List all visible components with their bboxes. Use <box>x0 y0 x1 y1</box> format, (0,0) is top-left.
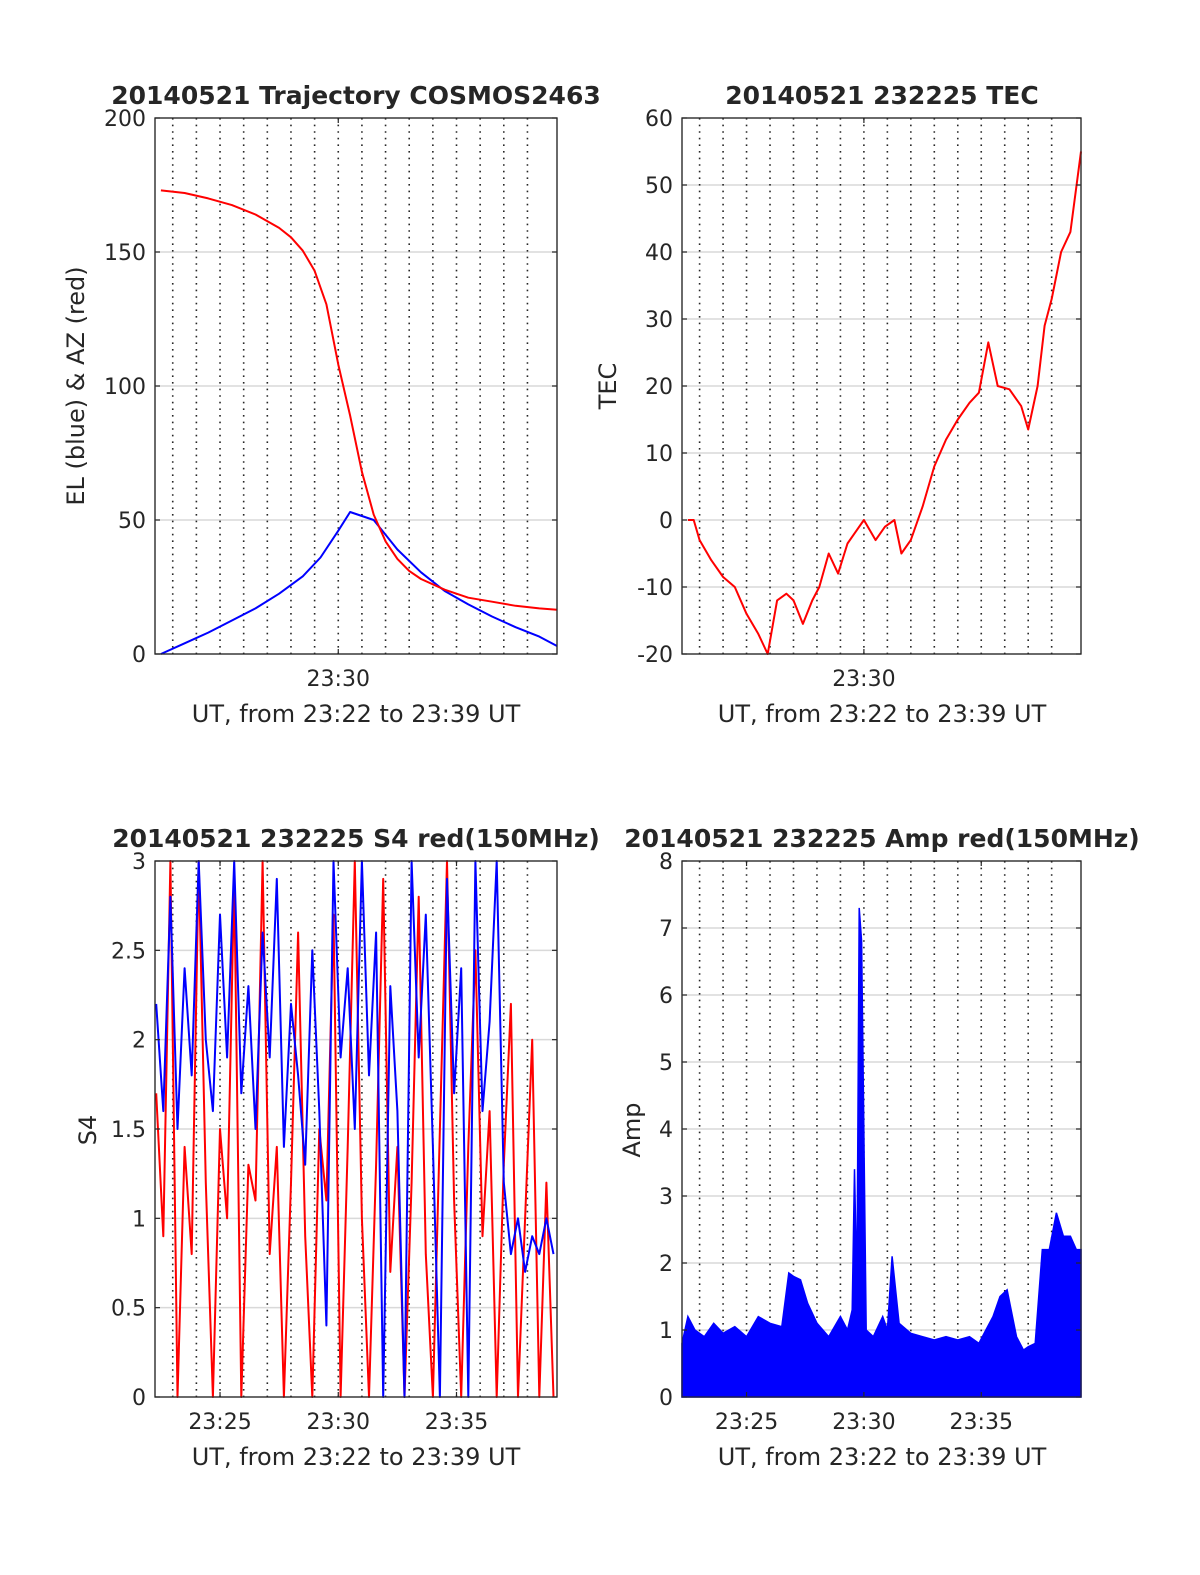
x-tick-label: 23:25 <box>715 1410 778 1435</box>
y-axis-label: S4 <box>74 1115 102 1146</box>
series-line-el <box>160 511 558 655</box>
chart-title: 20140521 232225 Amp red(150MHz) <box>624 824 1140 853</box>
y-tick-label: 1.5 <box>111 1118 146 1143</box>
panel-s4: 0 0.5 1 1.5 2 2.5 3 23:25 23:30 23:35 20140521 23… <box>74 824 600 1471</box>
chart-title: 20140521 Trajectory COSMOS2463 <box>111 81 601 110</box>
x-axis-label: UT, from 23:22 to 23:39 UT <box>192 1443 521 1471</box>
chart-title: 20140521 232225 S4 red(150MHz) <box>112 824 600 853</box>
y-tick-label: 20 <box>645 375 673 400</box>
x-axis-label: UT, from 23:22 to 23:39 UT <box>718 700 1047 728</box>
y-axis-label: Amp <box>618 1102 646 1157</box>
y-tick-label: -20 <box>637 643 673 668</box>
x-tick-label: 23:30 <box>307 667 370 692</box>
y-tick-label: 0 <box>659 509 673 534</box>
y-tick-label: 10 <box>645 442 673 467</box>
y-tick-label: -10 <box>637 576 673 601</box>
x-axis-label: UT, from 23:22 to 23:39 UT <box>192 700 521 728</box>
y-tick-label: 6 <box>659 984 673 1009</box>
y-tick-label: 150 <box>104 241 146 266</box>
x-tick-label: 23:30 <box>307 1410 370 1435</box>
y-tick-label: 4 <box>659 1118 673 1143</box>
chart-title: 20140521 232225 TEC <box>725 81 1038 110</box>
series-area-amp-envelope <box>681 907 1082 1398</box>
y-tick-label: 0.5 <box>111 1297 146 1322</box>
y-tick-label: 7 <box>659 917 673 942</box>
y-tick-label: 40 <box>645 241 673 266</box>
y-axis-label: EL (blue) & AZ (red) <box>62 266 90 505</box>
y-tick-label: 0 <box>132 643 146 668</box>
x-tick-label: 23:35 <box>950 1410 1013 1435</box>
y-tick-label: 2 <box>659 1252 673 1277</box>
y-tick-label: 200 <box>104 107 146 132</box>
y-tick-label: 30 <box>645 308 673 333</box>
y-axis-label: TEC <box>594 363 622 411</box>
panel-amp: 0 1 2 3 4 5 6 7 8 23:25 23:30 23:35 20140521 232225… <box>618 824 1140 1471</box>
x-tick-label: 23:25 <box>188 1410 251 1435</box>
y-tick-label: 8 <box>659 850 673 875</box>
y-tick-label: 3 <box>132 850 146 875</box>
series-line-az <box>160 189 558 611</box>
y-tick-label: 0 <box>659 1386 673 1411</box>
panel-tec: -20 -10 0 10 20 30 40 50 60 23:30 20140521 232225… <box>594 81 1082 728</box>
y-tick-label: 1 <box>659 1319 673 1344</box>
x-tick-label: 23:30 <box>832 1410 895 1435</box>
x-tick-label: 23:30 <box>832 667 895 692</box>
y-tick-label: 2.5 <box>111 939 146 964</box>
y-tick-label: 60 <box>645 107 673 132</box>
y-tick-label: 50 <box>118 509 146 534</box>
y-tick-label: 50 <box>645 174 673 199</box>
series-line-tec <box>687 151 1082 655</box>
y-tick-label: 2 <box>132 1029 146 1054</box>
panel-trajectory: 0 50 100 150 200 23:30 20140521 Trajectory CO… <box>62 81 601 728</box>
y-tick-label: 1 <box>132 1207 146 1232</box>
x-axis-label: UT, from 23:22 to 23:39 UT <box>718 1443 1047 1471</box>
y-tick-label: 100 <box>104 375 146 400</box>
x-tick-label: 23:35 <box>425 1410 488 1435</box>
y-tick-label: 5 <box>659 1051 673 1076</box>
y-tick-label: 3 <box>659 1185 673 1210</box>
y-tick-label: 0 <box>132 1386 146 1411</box>
series-line-blue <box>155 860 555 1398</box>
